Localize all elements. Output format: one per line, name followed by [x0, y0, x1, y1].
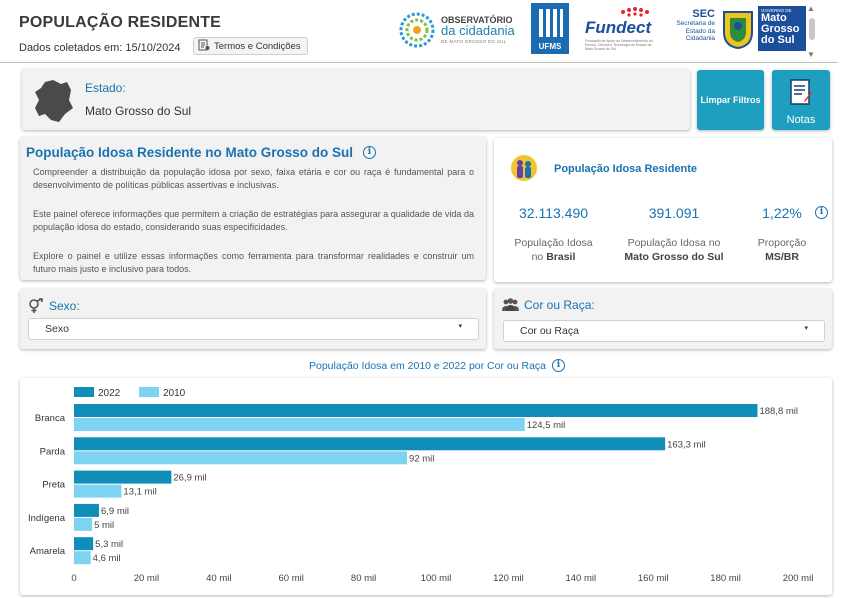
header-divider	[0, 62, 838, 63]
data-label: 92 mil	[409, 453, 434, 464]
description-paragraph-2: Este painel oferece informações que perm…	[33, 209, 474, 232]
header: POPULAÇÃO RESIDENTE Dados coletados em: …	[0, 0, 856, 62]
bar-2010	[74, 517, 93, 531]
chart-title: População Idosa em 2010 e 2022 por Cor o…	[309, 359, 565, 372]
x-tick-label: 100 mil	[421, 573, 452, 584]
legend-label-2022: 2022	[98, 388, 121, 399]
people-group-icon	[502, 298, 519, 311]
sex-filter-label: Sexo:	[28, 298, 80, 314]
legend-swatch-2010	[139, 387, 159, 397]
notes-icon	[790, 79, 812, 105]
header-scrollbar[interactable]: ▲ ▼	[806, 4, 818, 62]
x-tick-label: 20 mil	[134, 573, 159, 584]
x-tick-label: 180 mil	[710, 573, 741, 584]
description-paragraph-1: Compreender a distribuição da população …	[33, 167, 474, 190]
category-label: Indígena	[28, 513, 66, 524]
info-icon[interactable]: i	[363, 146, 376, 159]
collection-date: Dados coletados em: 15/10/2024	[19, 42, 181, 54]
chevron-down-icon: ▾	[458, 323, 462, 330]
bar-chart: 2022 2010 Branca 188,8 mil 124,5 mil Parda 163…	[28, 387, 814, 584]
stat-brasil-value: 32.113.490	[518, 205, 589, 221]
document-icon	[198, 39, 210, 54]
bar-2022	[74, 404, 758, 417]
legend-swatch-2022	[74, 387, 94, 397]
elderly-people-icon	[511, 155, 537, 181]
x-tick-label: 160 mil	[638, 573, 669, 584]
state-value[interactable]: Mato Grosso do Sul	[85, 104, 192, 118]
bar-2010	[74, 418, 525, 431]
data-label: 26,9 mil	[173, 473, 206, 484]
data-label: 5 mil	[94, 520, 114, 531]
bar-2010	[74, 484, 122, 498]
x-tick-label: 80 mil	[351, 573, 376, 584]
scroll-up-icon[interactable]: ▲	[807, 4, 815, 13]
sex-filter-card: Sexo: Sexo ▾	[20, 289, 486, 349]
terms-button[interactable]: Termos e Condições	[193, 37, 308, 55]
category-label: Parda	[40, 446, 66, 457]
data-label: 163,3 mil	[667, 439, 706, 450]
bar-2010	[74, 451, 408, 465]
notes-button-label: Notas	[786, 114, 816, 126]
fundect-logo: Fundect Fundação de Apoio ao Desenvolvim…	[583, 6, 659, 51]
page-title: POPULAÇÃO RESIDENTE	[19, 14, 222, 31]
state-map-icon	[35, 80, 73, 122]
data-label: 188,8 mil	[759, 406, 798, 417]
bar-2022	[74, 470, 172, 484]
race-dropdown[interactable]: Cor ou Raça ▾	[503, 320, 825, 342]
description-card: População Idosa Residente no Mato Grosso…	[20, 137, 486, 280]
data-label: 4,6 mil	[93, 553, 121, 564]
category-label: Branca	[35, 413, 66, 424]
data-label: 124,5 mil	[527, 420, 566, 431]
data-label: 13,1 mil	[123, 487, 156, 498]
category-label: Amarela	[30, 546, 66, 557]
description-title: População Idosa Residente no Mato Grosso…	[26, 145, 354, 160]
chart-info-icon[interactable]: i	[552, 359, 565, 372]
notes-button[interactable]: Notas	[772, 70, 830, 130]
gender-icon	[29, 298, 43, 313]
stats-card: População Idosa Residente 32.113.490 Pop…	[494, 138, 832, 282]
stats-info-icon[interactable]: i	[815, 206, 828, 219]
stat-proportion-value: 1,22%	[762, 205, 802, 221]
x-tick-label: 120 mil	[493, 573, 524, 584]
bar-2010	[74, 551, 91, 565]
state-card: Estado: Mato Grosso do Sul	[22, 69, 690, 130]
sex-dropdown[interactable]: Sexo ▾	[28, 318, 479, 340]
scroll-thumb[interactable]	[809, 18, 815, 40]
scroll-down-icon[interactable]: ▼	[807, 50, 815, 59]
terms-button-label: Termos e Condições	[214, 40, 301, 52]
bar-2022	[74, 437, 666, 451]
coat-of-arms-icon	[723, 11, 753, 50]
race-filter-card: Cor ou Raça: Cor ou Raça ▾	[494, 289, 832, 349]
stat-ms-label: População Idosa no Mato Grosso do Sul	[624, 237, 724, 263]
chevron-down-icon: ▾	[804, 325, 808, 332]
governo-ms-logo: GOVERNO DE Mato Grosso do Sul	[720, 6, 806, 51]
state-label: Estado:	[85, 81, 126, 95]
bar-2022	[74, 503, 99, 517]
x-tick-label: 40 mil	[206, 573, 231, 584]
clear-filters-button[interactable]: Limpar Filtros	[697, 70, 764, 130]
x-tick-label: 140 mil	[565, 573, 596, 584]
ufms-logo: UFMS	[531, 3, 569, 54]
x-tick-label: 200 mil	[783, 573, 814, 584]
stat-brasil-label: População Idosa no Brasil	[514, 237, 593, 263]
description-paragraph-3: Explore o painel e utilize essas informa…	[33, 251, 474, 274]
stat-proportion-label: Proporção MS/BR	[757, 237, 807, 263]
observatorio-logo: OBSERVATÓRIO da cidadania DE MATO GROSSO…	[397, 10, 519, 50]
stats-title: População Idosa Residente	[554, 163, 698, 175]
sec-logo: SEC Secretaria de Estado da Cidadania	[676, 8, 715, 42]
chart-card: 2022 2010 Branca 188,8 mil 124,5 mil Parda 163…	[20, 378, 832, 595]
x-tick-label: 60 mil	[279, 573, 304, 584]
data-label: 6,9 mil	[101, 506, 129, 517]
data-label: 5,3 mil	[95, 539, 123, 550]
x-tick-label: 0	[71, 573, 76, 584]
stat-ms-value: 391.091	[648, 205, 700, 221]
bar-2022	[74, 537, 94, 551]
category-label: Preta	[42, 480, 65, 491]
legend-label-2010: 2010	[163, 388, 186, 399]
race-filter-label: Cor ou Raça:	[502, 298, 595, 312]
